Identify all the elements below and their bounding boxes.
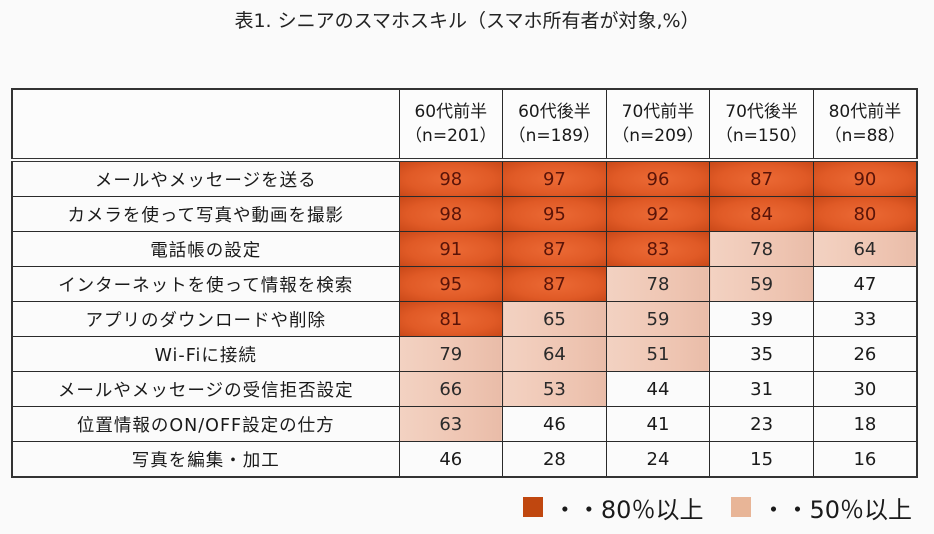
table-row: アプリのダウンロードや削除 81 65 59 39 33 — [11, 301, 918, 337]
value-cell: 33 — [812, 301, 918, 337]
header-row: 60代前半 （n=201） 60代後半 （n=189） 70代前半 （n=209） 70代後… — [11, 88, 918, 161]
value-cell: 28 — [502, 441, 607, 478]
column-header-n: （n=209） — [612, 126, 704, 146]
column-header-n: （n=150） — [715, 126, 808, 146]
row-label: Wi-Fiに接続 — [11, 336, 400, 372]
value-cell: 79 — [398, 336, 504, 372]
legend-label: ・・80％以上 — [552, 495, 704, 524]
column-header: 80代前半 （n=88） — [812, 88, 918, 161]
column-header-n: （n=189） — [508, 126, 601, 146]
legend-swatch-icon — [522, 497, 543, 517]
row-label: 写真を編集・加工 — [11, 441, 400, 478]
value-cell: 18 — [812, 406, 918, 442]
value-cell: 26 — [812, 336, 918, 372]
value-cell: 51 — [605, 336, 711, 372]
column-header: 60代後半 （n=189） — [502, 88, 607, 161]
column-header-n: （n=201） — [405, 126, 497, 146]
value-cell: 15 — [709, 441, 814, 478]
column-header-age: 60代前半 — [414, 102, 488, 122]
value-cell: 81 — [398, 301, 504, 337]
legend-item: ・・80％以上 — [522, 490, 704, 525]
value-cell: 64 — [502, 336, 607, 372]
value-cell: 46 — [502, 406, 607, 442]
value-cell: 46 — [398, 441, 504, 478]
value-cell: 44 — [605, 371, 711, 407]
column-header: 70代後半 （n=150） — [709, 88, 814, 161]
value-cell: 16 — [812, 441, 918, 478]
table-row: メールやメッセージの受信拒否設定 66 53 44 31 30 — [11, 371, 918, 407]
table-row: 位置情報のON/OFF設定の仕方 63 46 41 23 18 — [11, 406, 918, 442]
value-cell: 35 — [709, 336, 814, 372]
value-cell: 24 — [605, 441, 711, 478]
column-header-age: 60代後半 — [518, 102, 591, 122]
value-cell: 39 — [709, 301, 814, 337]
value-cell: 98 — [398, 159, 504, 197]
value-cell: 23 — [709, 406, 814, 442]
value-cell: 64 — [812, 231, 918, 267]
legend: ・・80％以上 ・・50％以上 — [495, 490, 912, 524]
value-cell: 84 — [709, 196, 814, 232]
legend-item: ・・50％以上 — [731, 490, 912, 525]
value-cell: 87 — [502, 231, 607, 267]
row-label: 位置情報のON/OFF設定の仕方 — [11, 406, 400, 442]
value-cell: 30 — [812, 371, 918, 407]
legend-label: ・・50％以上 — [761, 495, 912, 524]
legend-swatch-icon — [731, 497, 752, 517]
value-cell: 78 — [605, 266, 711, 302]
value-cell: 65 — [502, 301, 607, 337]
column-header: 60代前半 （n=201） — [398, 88, 504, 161]
table-row: 電話帳の設定 91 87 83 78 64 — [11, 231, 918, 267]
value-cell: 59 — [709, 266, 814, 302]
column-header-age: 80代前半 — [828, 102, 902, 122]
column-header: 70代前半 （n=209） — [605, 88, 711, 161]
value-cell: 63 — [398, 406, 504, 442]
value-cell: 95 — [398, 266, 504, 302]
column-header-age: 70代前半 — [621, 102, 695, 122]
value-cell: 41 — [605, 406, 711, 442]
column-header-age: 70代後半 — [725, 102, 798, 122]
value-cell: 97 — [502, 159, 607, 197]
value-cell: 87 — [709, 159, 814, 197]
row-label: メールやメッセージの受信拒否設定 — [11, 371, 400, 407]
row-label: 電話帳の設定 — [11, 231, 400, 267]
skills-table: 60代前半 （n=201） 60代後半 （n=189） 70代前半 （n=209） 70代後… — [11, 88, 918, 478]
value-cell: 98 — [398, 196, 504, 232]
table-body: メールやメッセージを送る 98 97 96 87 90 カメラを使って写真や動画を撮影 98 9… — [11, 159, 918, 478]
value-cell: 83 — [605, 231, 711, 267]
table-row: Wi-Fiに接続 79 64 51 35 26 — [11, 336, 918, 372]
header-corner — [11, 88, 400, 161]
value-cell: 90 — [812, 159, 918, 197]
row-label: カメラを使って写真や動画を撮影 — [11, 196, 400, 232]
value-cell: 47 — [812, 266, 918, 302]
table-row: インターネットを使って情報を検索 95 87 78 59 47 — [11, 266, 918, 302]
value-cell: 78 — [709, 231, 814, 267]
value-cell: 92 — [605, 196, 711, 232]
table-row: 写真を編集・加工 46 28 24 15 16 — [11, 441, 918, 478]
value-cell: 95 — [502, 196, 607, 232]
value-cell: 91 — [398, 231, 504, 267]
value-cell: 59 — [605, 301, 711, 337]
value-cell: 66 — [398, 371, 504, 407]
row-label: アプリのダウンロードや削除 — [11, 301, 400, 337]
column-header-n: （n=88） — [824, 126, 906, 146]
table-row: メールやメッセージを送る 98 97 96 87 90 — [11, 159, 918, 197]
value-cell: 87 — [502, 266, 607, 302]
value-cell: 31 — [709, 371, 814, 407]
value-cell: 96 — [605, 159, 711, 197]
value-cell: 80 — [812, 196, 918, 232]
row-label: メールやメッセージを送る — [11, 159, 400, 197]
table-title: 表1. シニアのスマホスキル（スマホ所有者が対象,%） — [234, 10, 700, 32]
value-cell: 53 — [502, 371, 607, 407]
table-row: カメラを使って写真や動画を撮影 98 95 92 84 80 — [11, 196, 918, 232]
row-label: インターネットを使って情報を検索 — [11, 266, 400, 302]
